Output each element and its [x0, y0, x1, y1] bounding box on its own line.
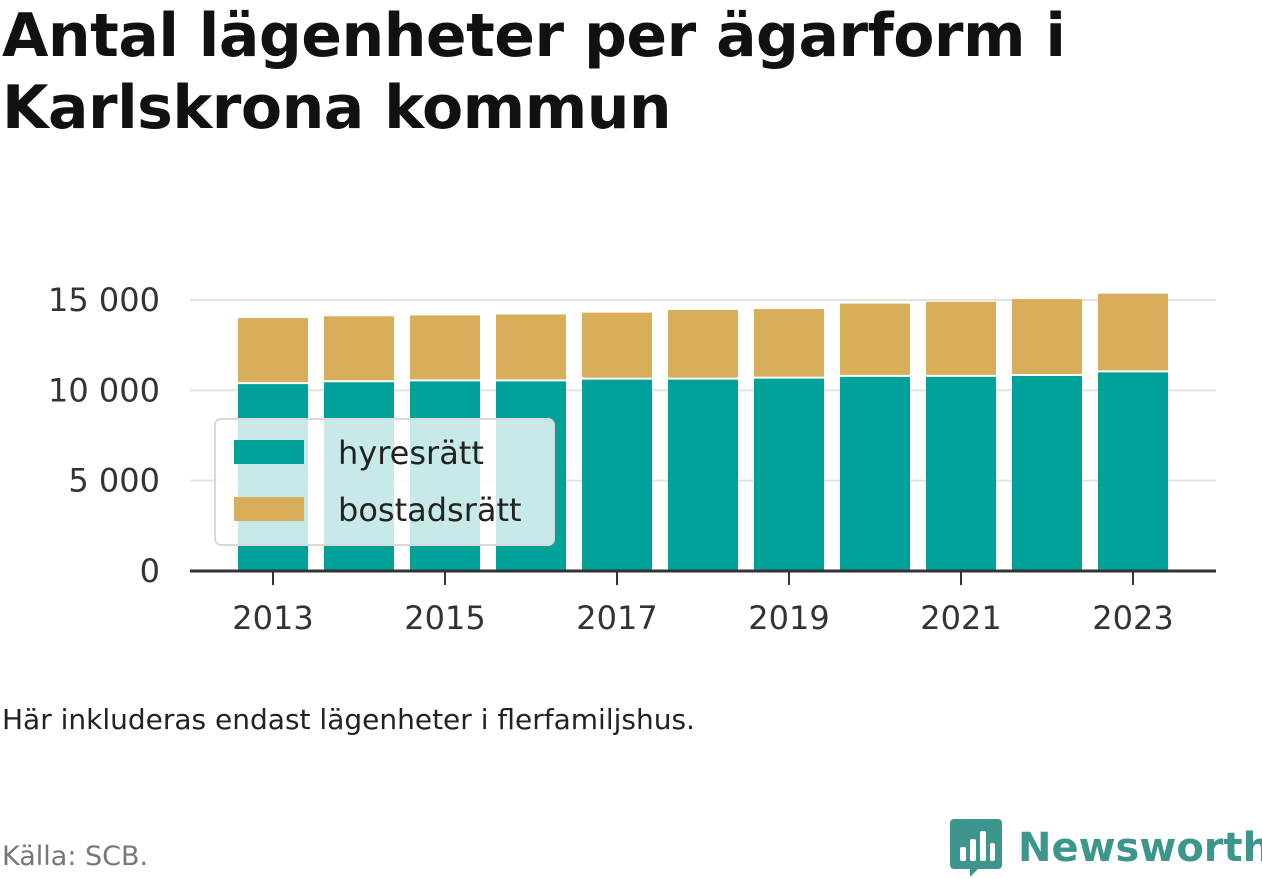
source-label: Källa: SCB. — [2, 841, 149, 872]
bar-hyresrätt-2017 — [582, 378, 652, 571]
y-tick-label: 15 000 — [48, 281, 160, 319]
legend-label-hyresrätt: hyresrätt — [338, 434, 484, 472]
bar-bostadsrätt-2016 — [496, 314, 566, 381]
x-tick-label: 2021 — [920, 599, 1001, 637]
brand-logo: Newsworthy — [950, 818, 1262, 878]
series-bostadsrätt — [238, 293, 1168, 384]
bar-bostadsrätt-2014 — [324, 316, 394, 382]
bar-hyresrätt-2021 — [926, 375, 996, 571]
bar-hyresrätt-2019 — [754, 377, 824, 571]
y-tick-label: 10 000 — [48, 371, 160, 409]
bar-hyresrätt-2022 — [1012, 374, 1082, 571]
bar-hyresrätt-2020 — [840, 375, 910, 571]
x-tick-label: 2023 — [1092, 599, 1173, 637]
bar-hyresrätt-2018 — [668, 378, 738, 571]
legend: hyresrätt bostadsrätt — [214, 418, 555, 546]
chart-note: Här inkluderas endast lägenheter i flerf… — [2, 703, 695, 736]
x-tick-label: 2013 — [232, 599, 313, 637]
bar-hyresrätt-2023 — [1098, 371, 1168, 571]
x-axis — [190, 569, 1216, 585]
y-tick-label: 0 — [140, 552, 160, 590]
bar-bostadsrätt-2022 — [1012, 299, 1082, 375]
newsworthy-logo-icon — [950, 819, 1002, 877]
legend-swatch-bostadsrätt — [234, 497, 304, 521]
x-tick-label: 2019 — [748, 599, 829, 637]
bar-bostadsrätt-2015 — [410, 315, 480, 381]
bar-bostadsrätt-2020 — [840, 303, 910, 376]
bar-bostadsrätt-2017 — [582, 312, 652, 379]
x-tick-label: 2017 — [576, 599, 657, 637]
bar-bostadsrätt-2018 — [668, 309, 738, 379]
y-tick-label: 5 000 — [68, 462, 160, 500]
bar-bostadsrätt-2021 — [926, 301, 996, 376]
bar-bostadsrätt-2023 — [1098, 293, 1168, 372]
brand-name: Newsworthy — [1018, 825, 1262, 871]
bar-bostadsrätt-2019 — [754, 309, 824, 378]
bar-bostadsrätt-2013 — [238, 318, 308, 384]
y-axis-tick-labels: 0 5 000 10 000 15 000 — [48, 281, 160, 590]
chart-title: Antal lägenheter per ägarform i Karlskro… — [2, 1, 1066, 143]
legend-swatch-hyresrätt — [234, 440, 304, 464]
x-tick-label: 2015 — [404, 599, 485, 637]
legend-label-bostadsrätt: bostadsrätt — [338, 491, 522, 529]
x-axis-tick-labels: 2013 2015 2017 2019 2021 2023 — [232, 599, 1173, 637]
